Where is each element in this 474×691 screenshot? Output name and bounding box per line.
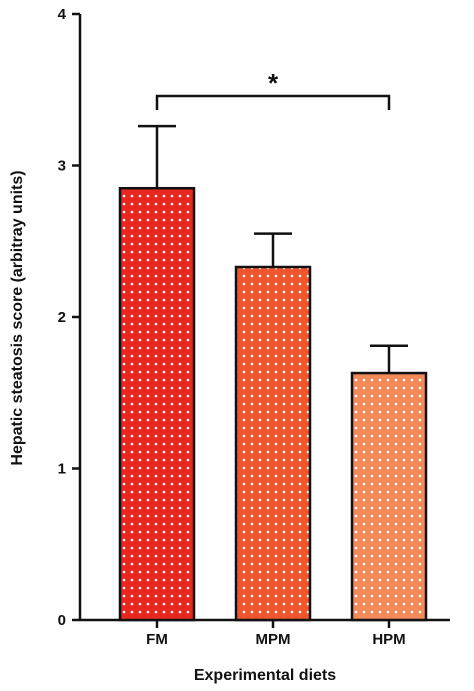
x-tick-label: HPM [372,631,405,648]
bar-hpm [350,371,428,622]
bar-outline [118,186,196,622]
bar-mpm [234,265,312,622]
significance-marker: * [268,68,279,98]
y-tick-label: 2 [58,309,66,326]
y-tick-label: 0 [58,612,66,629]
bar-outline [234,265,312,622]
error-bar-fm [138,124,176,189]
error-bar-mpm [254,232,292,268]
y-tick-label: 4 [58,6,67,23]
x-tick-label: FM [146,631,168,648]
y-tick-label: 3 [58,158,66,175]
bar-fm [118,186,196,622]
significance-bracket [155,94,391,110]
y-tick-label: 1 [58,461,66,478]
x-axis: FM MPM HPM [80,618,450,648]
y-axis-title: Hepatic steatosis score (arbitray units) [9,170,26,465]
x-axis-title: Experimental diets [194,667,336,684]
y-axis: 0 1 2 3 4 [58,6,82,629]
error-bar-hpm [370,344,408,374]
x-tick-label: MPM [256,631,291,648]
bar-outline [350,371,428,622]
